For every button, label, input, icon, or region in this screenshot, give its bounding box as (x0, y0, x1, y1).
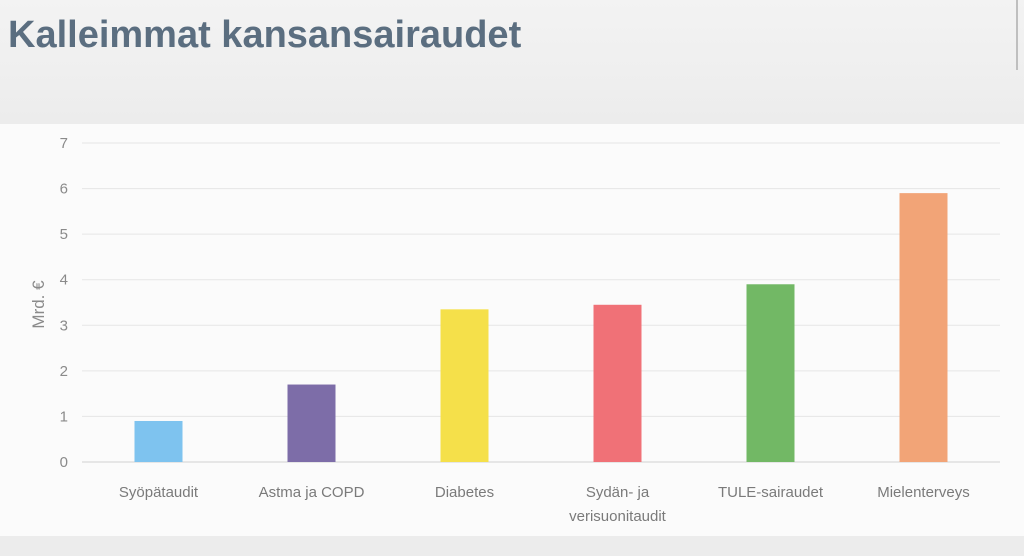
y-tick-label: 6 (60, 181, 68, 198)
bar (593, 304, 642, 462)
y-axis-title: Mrd. € (29, 280, 48, 329)
x-category-label: TULE-sairaudet (718, 484, 824, 501)
header-band (0, 0, 1024, 124)
x-category-label: Mielenterveys (877, 484, 970, 501)
y-tick-label: 4 (60, 272, 68, 289)
bar (746, 284, 795, 462)
bar (287, 384, 336, 462)
y-tick-label: 7 (60, 135, 68, 152)
y-tick-label: 1 (60, 408, 68, 425)
y-tick-label: 2 (60, 363, 68, 380)
page-title: Kalleimmat kansansairaudet (8, 14, 522, 56)
bar (440, 309, 489, 462)
footer-band (0, 536, 1024, 556)
x-category-label: Syöpätaudit (119, 484, 199, 501)
x-category-label: Diabetes (435, 484, 494, 501)
y-tick-label: 5 (60, 226, 68, 243)
bar (899, 193, 948, 462)
window-edge (1016, 0, 1018, 70)
y-tick-label: 3 (60, 317, 68, 334)
x-category-label: verisuonitaudit (569, 508, 667, 525)
x-category-label: Sydän- ja (586, 484, 650, 501)
y-tick-label: 0 (60, 454, 68, 471)
chart-panel (0, 124, 1024, 536)
x-category-label: Astma ja COPD (259, 484, 365, 501)
bar (134, 420, 183, 462)
